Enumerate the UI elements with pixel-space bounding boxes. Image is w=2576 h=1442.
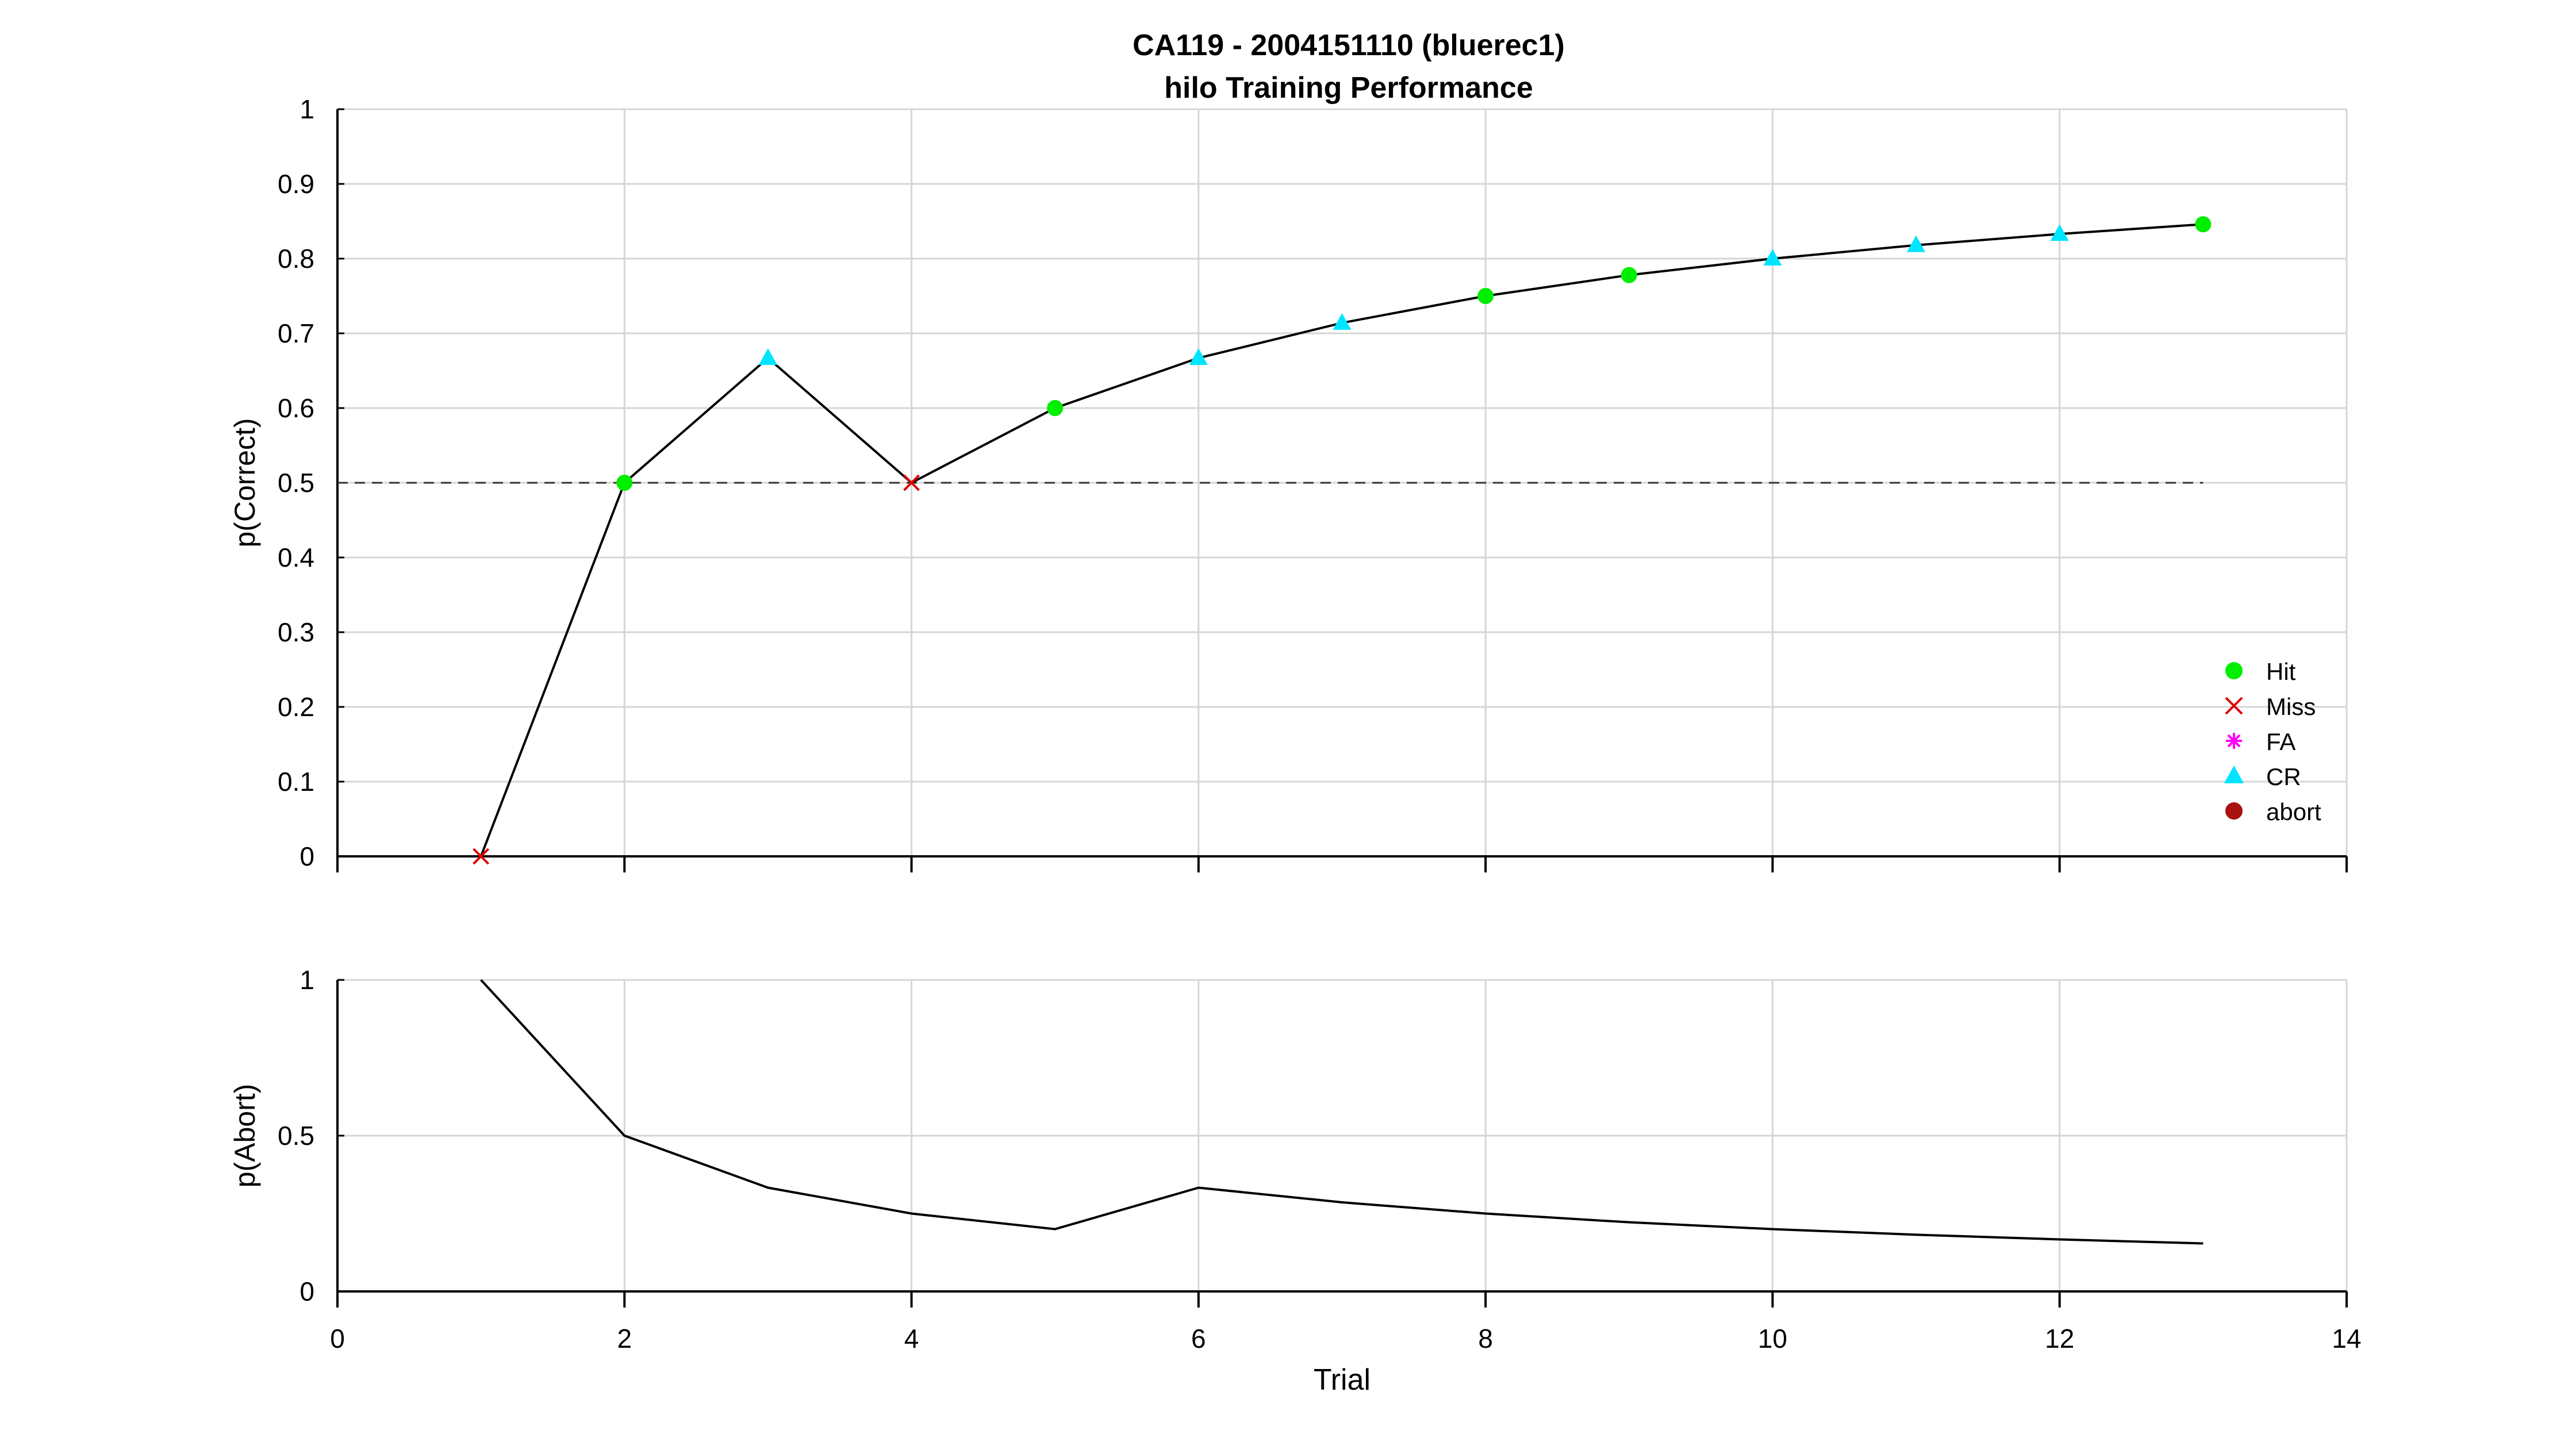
legend-label-abort: abort — [2266, 798, 2321, 825]
data-point-cr — [1333, 313, 1352, 330]
legend-marker-abort — [2225, 802, 2243, 820]
y-tick-label: 0.6 — [278, 393, 314, 423]
legend-label-fa: FA — [2266, 728, 2295, 755]
y-tick-label: 0.7 — [278, 318, 314, 348]
x-tick-label: 0 — [330, 1324, 345, 1353]
legend: Hit Miss FA CR abort — [2224, 658, 2321, 825]
data-point-hit — [1621, 267, 1637, 283]
y-tick-label: 0.8 — [278, 244, 314, 274]
x-axis-label: Trial — [1314, 1363, 1370, 1397]
legend-marker-fa — [2226, 733, 2242, 749]
chart-title-line2: hilo Training Performance — [1164, 71, 1533, 105]
data-point-cr — [1189, 348, 1208, 365]
abort-panel: 00.510 2 4 6 8 10 12 14p(Abort)Trial — [229, 965, 2362, 1397]
chart-title-line1: CA119 - 2004151110 (bluerec1) — [1132, 29, 1565, 62]
x-tick-label: 6 — [1191, 1324, 1206, 1353]
y-tick-label: 0.2 — [278, 692, 314, 722]
y-tick-label: 0.5 — [278, 468, 314, 498]
legend-label-miss: Miss — [2266, 693, 2316, 720]
data-point-hit — [616, 475, 633, 491]
data-point-miss — [473, 848, 490, 865]
legend-marker-hit — [2225, 662, 2243, 679]
x-tick-label: 2 — [617, 1324, 632, 1353]
data-point-cr — [758, 348, 777, 365]
data-point-hit — [1047, 400, 1064, 416]
x-tick-label: 4 — [904, 1324, 919, 1353]
correct-panel: 0 0.1 0.2 0.3 0.4 0.5 0.6 0.7 0.8 0.9 1 p(Correct) H… — [229, 94, 2348, 872]
y-tick-label: 0.4 — [278, 543, 314, 572]
y-tick-label: 0.9 — [278, 169, 314, 199]
y-tick-label: 0.1 — [278, 767, 314, 797]
y-axis-label: p(Abort) — [229, 1084, 261, 1188]
data-point-cr — [2050, 224, 2069, 241]
legend-marker-cr — [2224, 765, 2244, 783]
y-tick-label: 0 — [300, 1276, 314, 1306]
legend-marker-miss — [2225, 697, 2243, 715]
data-point-miss — [903, 474, 920, 491]
data-point-hit — [1477, 288, 1494, 304]
data-point-cr — [1907, 235, 1926, 252]
x-tick-label: 8 — [1478, 1324, 1493, 1353]
x-tick-label: 14 — [2332, 1324, 2361, 1353]
legend-label-hit: Hit — [2266, 658, 2296, 685]
y-tick-label: 1 — [300, 965, 314, 995]
legend-label-cr: CR — [2266, 763, 2301, 790]
data-point-cr — [1763, 248, 1782, 266]
data-point-hit — [2195, 216, 2212, 233]
y-tick-label: 0.5 — [278, 1121, 314, 1151]
y-tick-label: 0 — [300, 841, 314, 871]
series-line — [480, 979, 2203, 1245]
x-tick-label: 12 — [2045, 1324, 2074, 1353]
y-tick-label: 1 — [300, 94, 314, 124]
y-axis-label: p(Correct) — [229, 418, 261, 547]
x-tick-label: 10 — [1758, 1324, 1787, 1353]
y-tick-label: 0.3 — [278, 617, 314, 647]
